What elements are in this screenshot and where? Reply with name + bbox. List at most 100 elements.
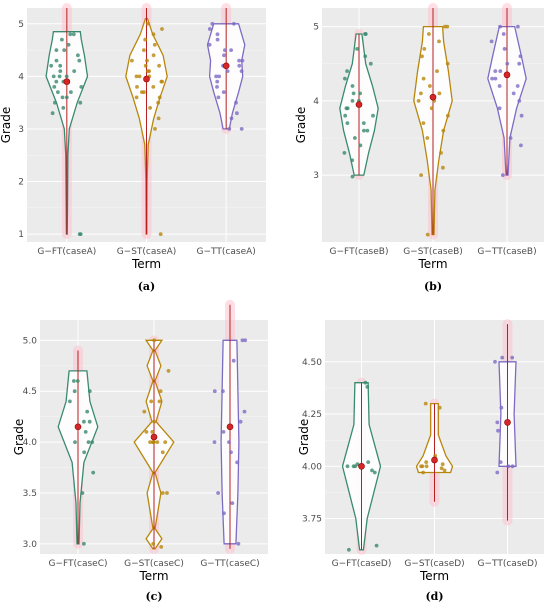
data-point	[151, 32, 156, 37]
mean-point	[226, 423, 234, 431]
data-point	[51, 74, 56, 79]
x-tick-label: G−ST(caseC)	[124, 559, 184, 569]
data-point	[421, 76, 426, 81]
y-tick-label: 4	[313, 97, 319, 107]
data-point	[165, 491, 169, 495]
data-point	[365, 385, 370, 389]
data-point	[342, 151, 347, 155]
data-point	[445, 61, 450, 66]
data-point	[374, 543, 379, 548]
data-point	[160, 79, 165, 84]
chart-panel: 3 4 5 G−FT(caseB) G−ST(caseB) G−TT(caseB) Term…	[294, 3, 544, 293]
data-point	[358, 91, 362, 96]
data-point	[86, 440, 91, 444]
data-point	[423, 401, 428, 406]
data-point	[499, 405, 504, 410]
data-point	[243, 338, 248, 343]
data-point	[150, 430, 155, 434]
data-point	[421, 470, 425, 475]
data-point	[416, 99, 421, 103]
data-point	[498, 24, 502, 29]
data-point	[78, 100, 83, 105]
data-point	[424, 464, 429, 469]
data-point	[363, 32, 368, 36]
data-point	[370, 468, 374, 473]
data-point	[353, 136, 357, 140]
data-point	[158, 232, 163, 237]
data-point	[207, 42, 212, 47]
data-point	[214, 74, 219, 79]
data-point	[235, 460, 240, 465]
data-point	[130, 58, 134, 63]
data-point	[439, 466, 444, 471]
data-point	[87, 419, 92, 424]
data-point	[427, 32, 431, 36]
data-point	[60, 37, 64, 42]
data-point	[160, 491, 165, 495]
data-point	[50, 111, 55, 116]
data-point	[221, 389, 225, 394]
data-point	[365, 128, 370, 133]
data-point	[61, 106, 66, 110]
data-point	[345, 106, 350, 111]
data-point	[350, 84, 355, 88]
data-point	[239, 69, 244, 73]
data-point	[216, 491, 221, 495]
data-point	[229, 450, 233, 455]
data-point	[446, 113, 450, 118]
x-tick-label: G−FT(caseC)	[48, 559, 107, 569]
y-tick-label: 5	[18, 20, 24, 30]
data-point	[134, 74, 139, 79]
data-point	[419, 91, 423, 96]
x-tick-label: G−TT(caseA)	[197, 247, 256, 257]
data-point	[210, 21, 215, 26]
data-point	[148, 440, 153, 444]
data-point	[236, 541, 241, 546]
data-point	[501, 32, 506, 36]
x-tick-label: G−ST(caseB)	[403, 247, 463, 257]
data-point	[134, 95, 139, 100]
data-point	[147, 69, 152, 73]
data-point	[152, 338, 157, 343]
data-point	[496, 428, 500, 433]
data-point	[489, 39, 494, 44]
y-tick-label: 3.5	[23, 489, 37, 499]
panel-caption: (b)	[424, 280, 442, 293]
data-point	[79, 85, 84, 89]
data-point	[58, 63, 63, 68]
data-point	[222, 53, 226, 58]
chart-panel: 3.75 4.00 4.25 4.50 G−FT(caseD) G−ST(caseD) G−…	[297, 319, 544, 603]
data-point	[222, 511, 226, 516]
data-point	[508, 136, 513, 140]
y-tick-label: 2	[18, 178, 24, 188]
x-tick-label: G−ST(caseD)	[404, 559, 464, 569]
data-point	[52, 85, 57, 89]
data-point	[166, 369, 171, 373]
x-axis-title: Term	[138, 569, 168, 583]
data-point	[517, 61, 522, 66]
y-tick-label: 4.50	[302, 358, 322, 368]
data-point	[225, 69, 230, 73]
data-point	[345, 121, 350, 125]
mean-point	[358, 462, 365, 470]
data-point	[221, 430, 226, 434]
data-point	[435, 69, 439, 73]
data-point	[151, 440, 156, 444]
data-point	[502, 47, 507, 51]
data-point	[518, 54, 523, 59]
data-point	[229, 48, 234, 52]
data-point	[71, 32, 76, 37]
data-point	[144, 430, 149, 434]
data-point	[91, 470, 96, 475]
data-point	[505, 61, 510, 66]
data-point	[160, 450, 165, 455]
data-point	[215, 37, 220, 42]
data-point	[506, 464, 511, 469]
data-point	[143, 37, 148, 42]
data-point	[58, 69, 63, 73]
data-point	[420, 464, 425, 469]
y-tick-label: 5	[313, 23, 319, 33]
data-point	[157, 63, 162, 68]
data-point	[57, 74, 62, 79]
data-point	[75, 379, 80, 383]
